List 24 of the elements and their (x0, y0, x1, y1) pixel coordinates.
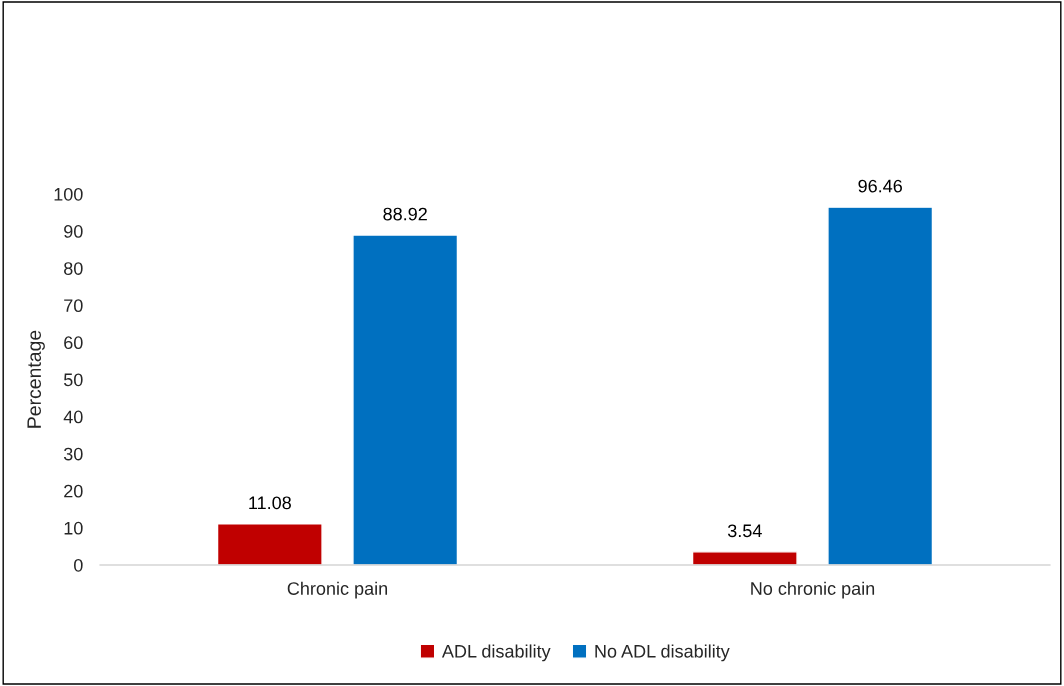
y-tick-label: 100 (54, 187, 83, 201)
bar (691, 551, 798, 565)
legend-label: No ADL disability (595, 644, 730, 662)
data-label: 96.46 (858, 179, 902, 193)
legend-label: ADL disability (441, 644, 551, 662)
x-tick-label: Chronic pain (287, 581, 388, 599)
y-tick-label: 90 (64, 225, 83, 238)
y-tick-label: 50 (63, 373, 83, 387)
data-label: 3.54 (727, 524, 762, 538)
data-label: 11.08 (249, 496, 291, 510)
y-tick-label: 30 (63, 447, 83, 461)
bar (216, 523, 323, 565)
bar (827, 206, 934, 565)
y-tick-label: 0 (74, 558, 83, 572)
bar (352, 234, 459, 565)
y-tick-label: 10 (64, 521, 83, 535)
data-label: 88.92 (383, 207, 427, 221)
y-tick-label: 80 (64, 262, 83, 275)
y-axis-title: Percentage (27, 330, 45, 428)
y-tick-label: 70 (64, 299, 83, 313)
y-tick-label: 20 (64, 484, 83, 498)
x-tick-label: No chronic pain (751, 581, 875, 599)
y-tick-label: 40 (63, 410, 83, 424)
y-tick-label: 60 (64, 336, 83, 350)
